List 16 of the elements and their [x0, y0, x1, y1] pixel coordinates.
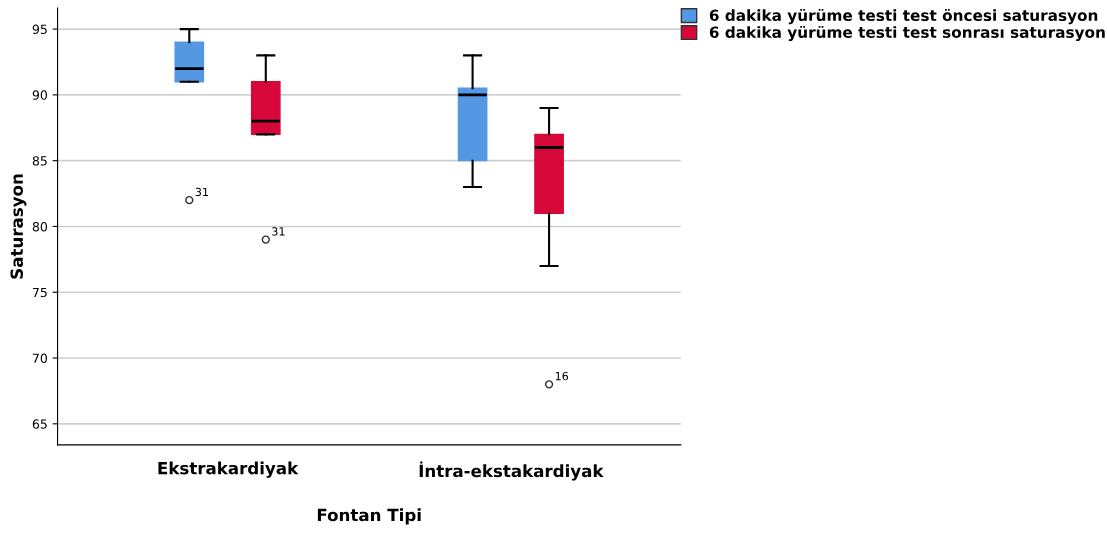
y-tick-label: 70 — [32, 353, 48, 363]
y-tick-label: 90 — [32, 90, 48, 100]
annotation: 31 — [272, 227, 285, 236]
legend-label: 6 dakika yürüme testi test sonrası saturasyon — [709, 25, 1105, 42]
legend-label: 6 dakika yürüme testi test öncesi saturasyon — [709, 9, 1098, 25]
y-tick-label: 85 — [32, 156, 47, 166]
x-tick-label: Ekstrakardiyak — [158, 461, 299, 478]
x-axis-title: Fontan Tipi — [317, 508, 421, 525]
annotation: 31 — [195, 187, 208, 197]
y-tick-label: 95 — [32, 24, 47, 35]
y-tick-label: 75 — [32, 287, 47, 298]
y-axis-title: Saturasyon — [10, 174, 27, 279]
x-tick-label: İntra-ekstakardiyak — [419, 461, 604, 481]
y-tick-label: 65 — [32, 419, 47, 429]
y-tick-label: 80 — [32, 221, 48, 232]
annotation: 16 — [555, 371, 569, 381]
